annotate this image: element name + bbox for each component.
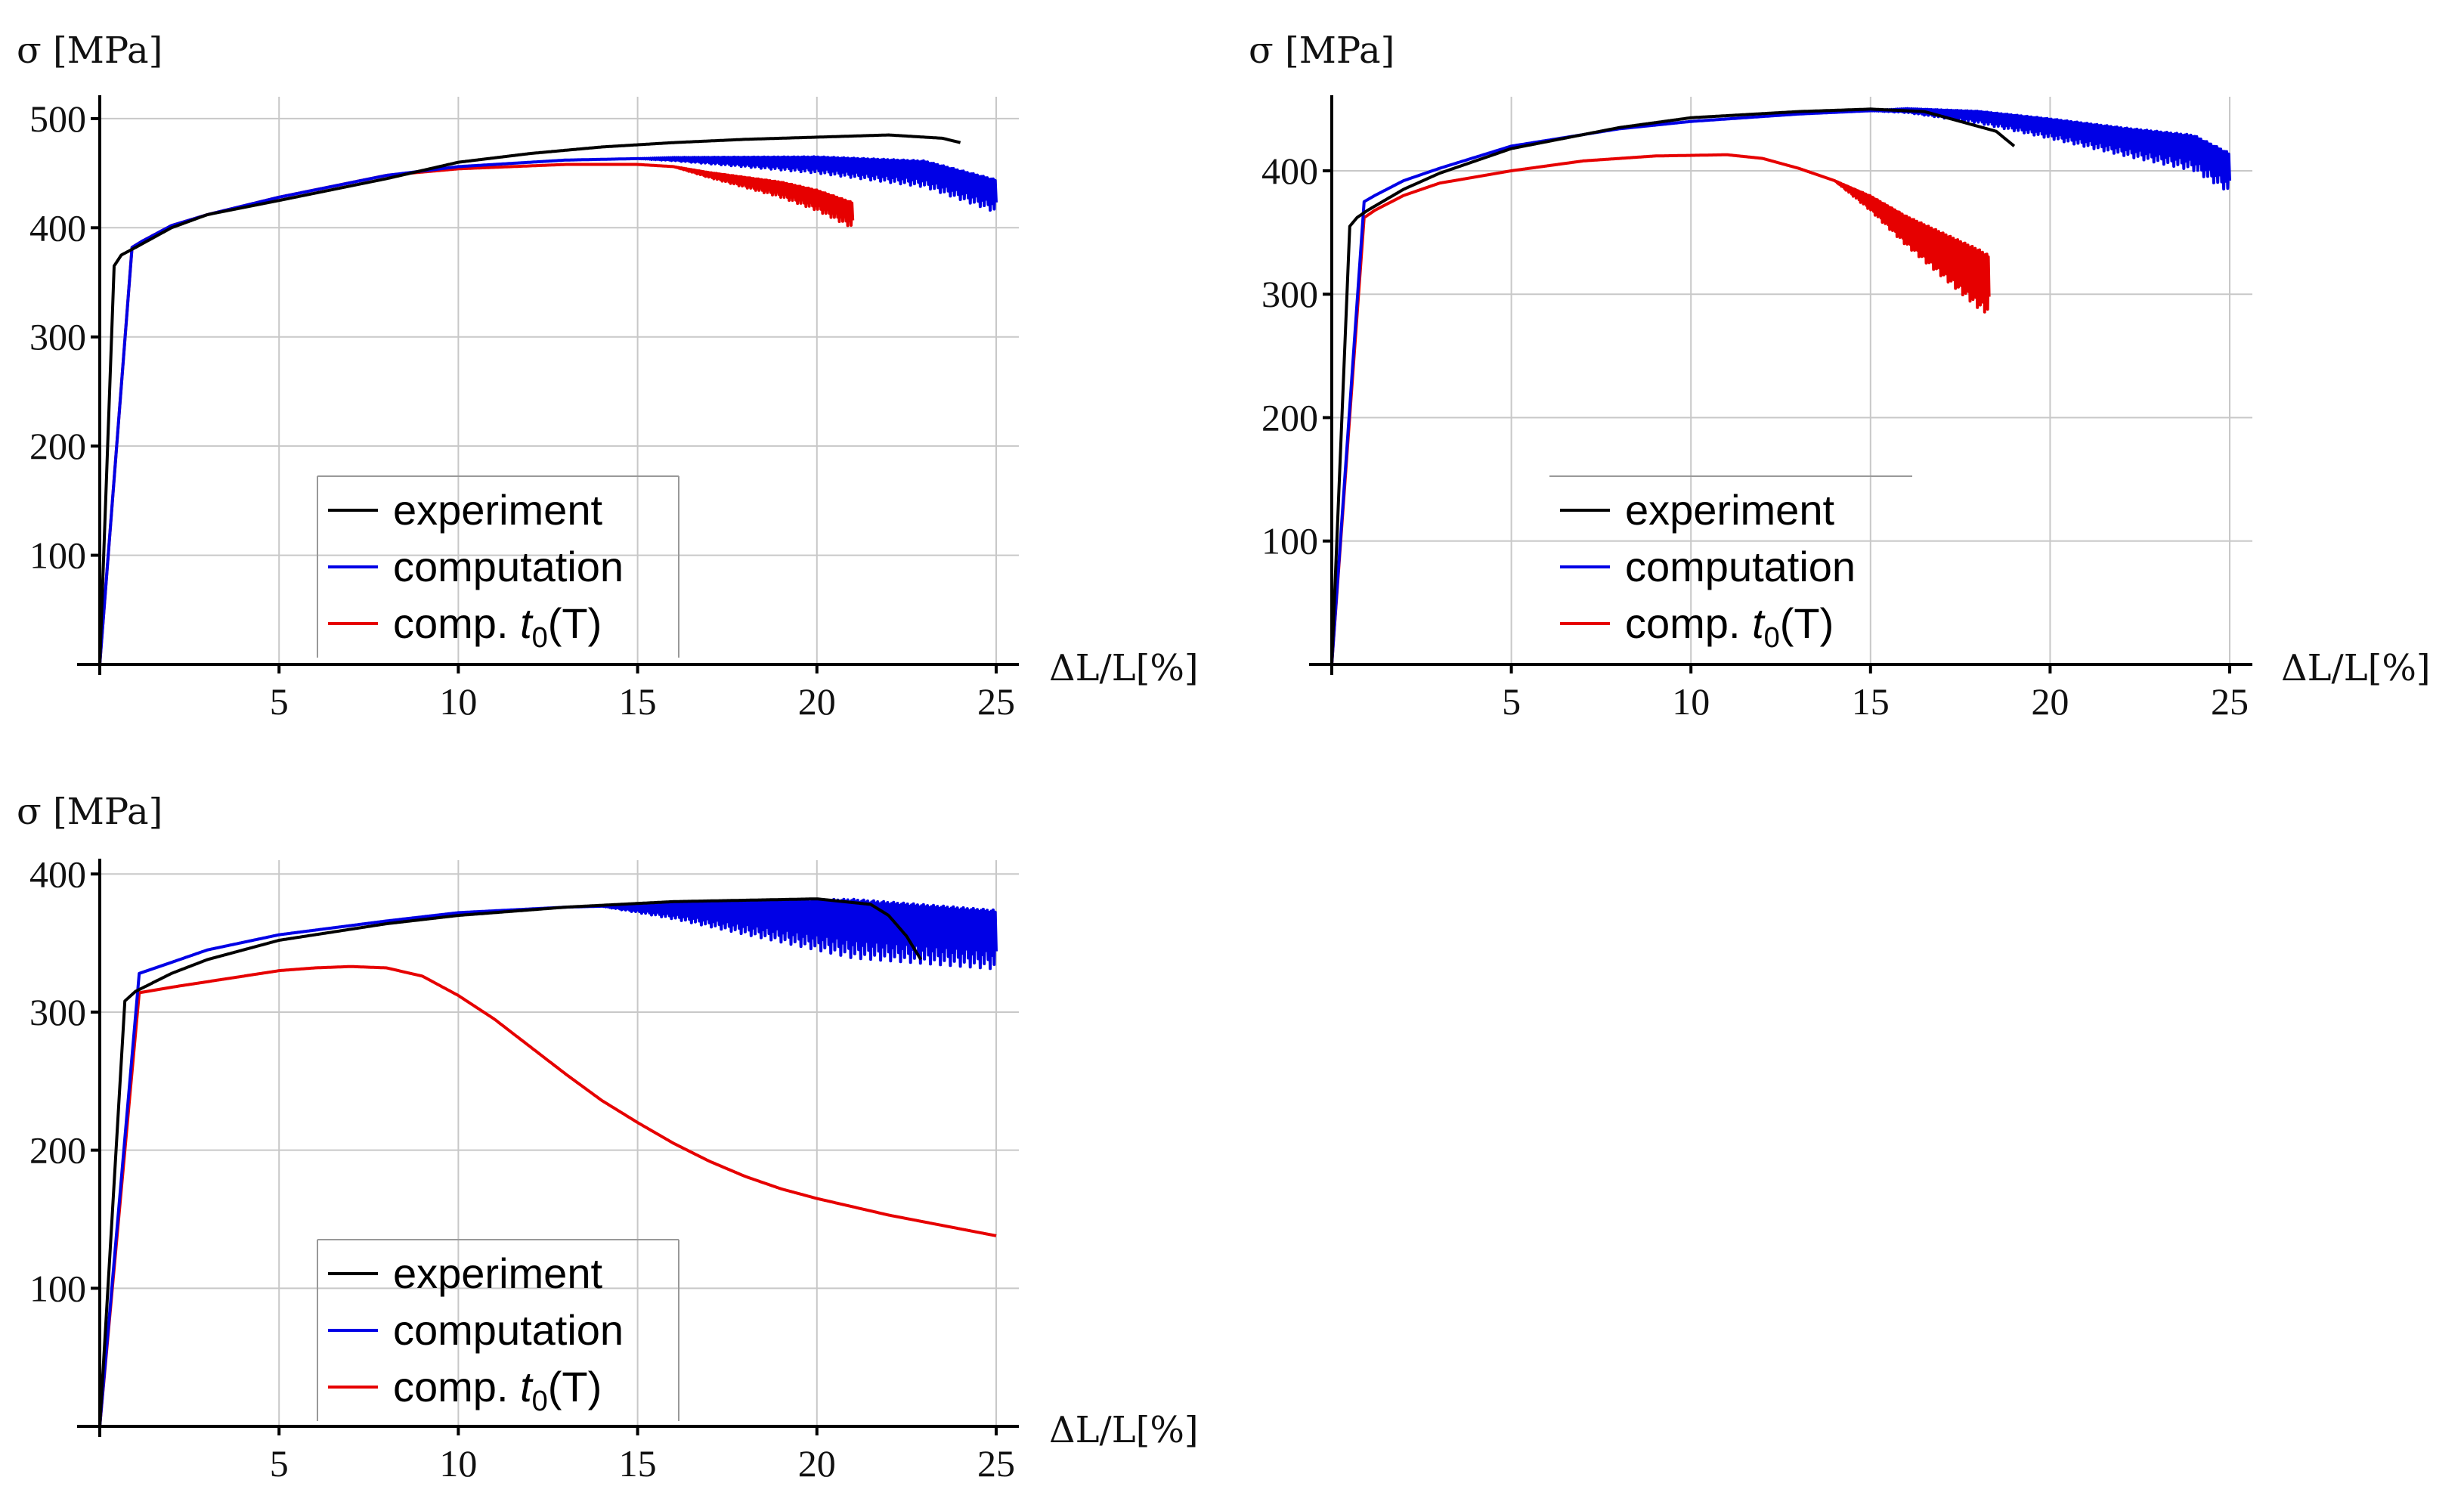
x-tick-label: 20 [798, 1442, 836, 1485]
legend-label: comp. t0(T) [393, 599, 602, 654]
y-axis-label: σ [MPa] [17, 791, 163, 833]
legend-label: computation [393, 543, 624, 590]
legend: experiment computation comp. t0(T) [317, 1239, 679, 1421]
x-tick-label: 5 [270, 680, 289, 723]
x-tick-label: 20 [2031, 680, 2069, 723]
series-lines [98, 897, 998, 1427]
legend-label: experiment [393, 486, 602, 534]
y-tick-label: 300 [29, 991, 86, 1033]
y-axis-label: σ [MPa] [1249, 29, 1395, 72]
y-tick-label: 100 [29, 1267, 86, 1309]
grid-lines [1332, 97, 2252, 664]
x-tick-label: 25 [2211, 680, 2249, 723]
y-tick-label: 300 [1261, 273, 1318, 315]
x-tick-label: 10 [1672, 680, 1710, 723]
x-tick-label: 5 [1502, 680, 1521, 723]
y-axis-label: σ [MPa] [17, 29, 163, 72]
y-tick-label: 400 [29, 206, 86, 249]
series-line-comp-t0-t- [1330, 153, 1991, 665]
chart-panel-top-right: σ [MPa] 5 10 15 20 25 100 200 300 400 ΔL/L[%] ex… [1249, 29, 2431, 723]
grid-lines [100, 860, 1019, 1426]
legend-label: experiment [393, 1249, 602, 1297]
series-line-computation [1330, 107, 2231, 665]
x-axis-label: ΔL/L[%] [1049, 647, 1199, 689]
series-lines [98, 133, 998, 665]
series-line-experiment [1330, 107, 2016, 665]
x-tick-label: 15 [1852, 680, 1890, 723]
x-tick-label: 10 [439, 680, 477, 723]
x-tick-label: 25 [977, 1442, 1015, 1485]
legend: experiment computation comp. t0(T) [317, 475, 679, 658]
x-tick-label: 5 [270, 1442, 289, 1485]
legend-label: experiment [1625, 486, 1834, 534]
x-axis-label: ΔL/L[%] [1049, 1409, 1199, 1451]
series-line-experiment [98, 897, 923, 1427]
y-tick-label: 400 [29, 853, 86, 895]
series-line-experiment [98, 133, 961, 665]
x-axis-label: ΔL/L[%] [2281, 647, 2431, 689]
x-tick-label: 15 [619, 680, 657, 723]
y-tick-label: 300 [29, 316, 86, 358]
axes [77, 95, 1019, 675]
x-tick-label: 15 [619, 1442, 657, 1485]
y-tick-label: 100 [29, 534, 86, 577]
y-tick-label: 200 [1261, 396, 1318, 438]
axes [77, 859, 1019, 1437]
chart-panel-bottom-left: σ [MPa] 5 10 15 20 25 100 200 300 400 ΔL/L[%] ex… [17, 791, 1199, 1485]
x-tick-label: 25 [977, 680, 1015, 723]
y-tick-label: 200 [29, 425, 86, 467]
x-tick-label: 20 [798, 680, 836, 723]
grid-lines [100, 97, 1019, 664]
legend: experiment computation comp. t0(T) [1549, 475, 1912, 654]
y-tick-label: 200 [29, 1129, 86, 1172]
y-tick-label: 500 [29, 98, 86, 140]
tick-labels: 5 10 15 20 25 100 200 300 400 [1261, 150, 2249, 723]
axes [1309, 95, 2252, 675]
y-tick-label: 400 [1261, 150, 1318, 192]
legend-label: comp. t0(T) [1625, 599, 1834, 654]
legend-label: comp. t0(T) [393, 1363, 602, 1417]
y-tick-label: 100 [1261, 520, 1318, 562]
series-line-comp-t0-t- [98, 965, 997, 1427]
legend-label: computation [1625, 543, 1856, 590]
chart-panel-top-left: σ [MPa] 5 10 15 20 25 100 200 300 400 500 ΔL/L[%]… [17, 29, 1199, 723]
tick-labels: 5 10 15 20 25 100 200 300 400 [29, 853, 1015, 1485]
series-lines [1330, 107, 2231, 665]
x-tick-label: 10 [439, 1442, 477, 1485]
series-line-computation [98, 155, 998, 665]
legend-label: computation [393, 1306, 624, 1354]
tick-labels: 5 10 15 20 25 100 200 300 400 500 [29, 98, 1015, 723]
